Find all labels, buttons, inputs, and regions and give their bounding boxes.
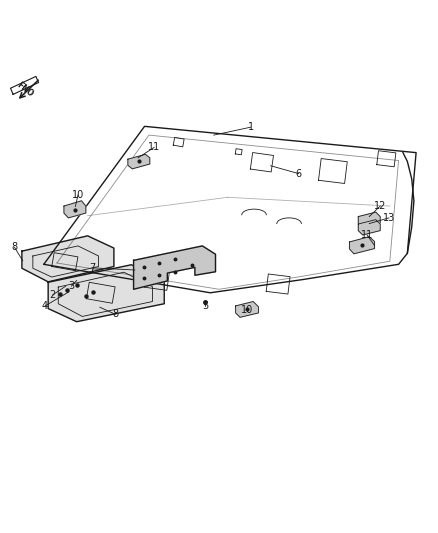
Polygon shape	[22, 236, 114, 282]
Text: 2: 2	[49, 290, 56, 300]
Text: 11: 11	[148, 142, 160, 152]
Text: 8: 8	[11, 242, 18, 252]
Polygon shape	[358, 212, 380, 228]
Polygon shape	[48, 265, 164, 322]
Text: 4: 4	[42, 301, 48, 311]
Polygon shape	[134, 246, 215, 289]
Polygon shape	[236, 302, 258, 317]
Text: 12: 12	[374, 201, 386, 211]
Polygon shape	[350, 237, 374, 254]
Polygon shape	[358, 220, 380, 235]
Text: 6: 6	[296, 168, 302, 179]
Text: 13: 13	[383, 213, 395, 223]
Text: 5: 5	[202, 301, 208, 311]
Text: 10: 10	[72, 190, 84, 200]
Polygon shape	[64, 201, 86, 218]
Text: 11: 11	[361, 230, 373, 240]
Text: FNO: FNO	[15, 80, 35, 99]
Text: 8: 8	[112, 309, 118, 319]
Text: 10: 10	[240, 305, 253, 316]
Text: 1: 1	[247, 122, 254, 132]
Text: 7: 7	[89, 263, 95, 273]
Polygon shape	[128, 155, 150, 169]
Text: 3: 3	[68, 281, 74, 291]
